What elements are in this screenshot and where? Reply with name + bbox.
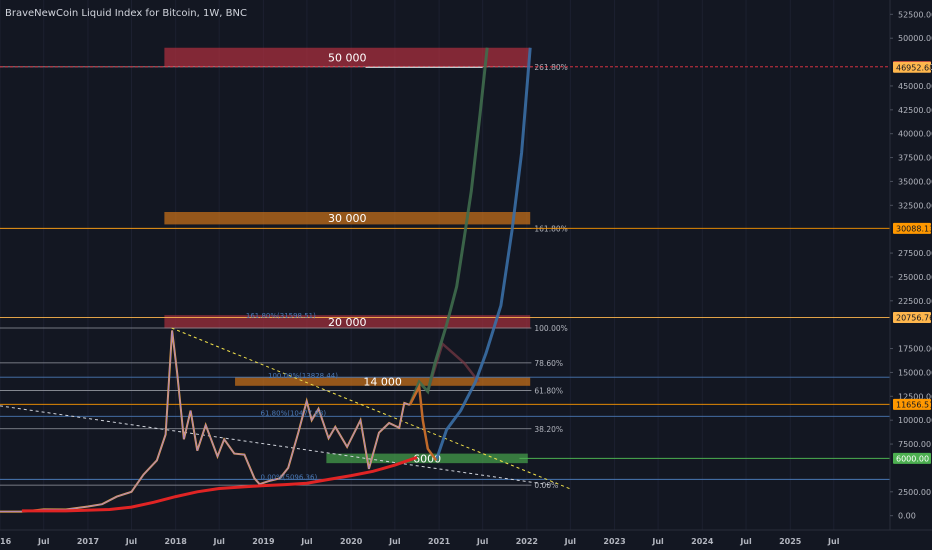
price-wick-line — [0, 330, 410, 512]
y-tick-label: 37500.00 — [898, 154, 932, 163]
y-tick-label: 7500.00 — [898, 440, 931, 449]
zone-label: 30 000 — [328, 212, 367, 225]
x-tick-label: 2024 — [691, 537, 714, 546]
y-tick-label: 25000.00 — [898, 273, 932, 282]
x-tick-label: Jul — [212, 537, 225, 546]
y-tick-label: 40000.00 — [898, 130, 932, 139]
y-tick-label: 15000.00 — [898, 368, 932, 377]
y-tick-label: 35000.00 — [898, 177, 932, 186]
projection-blue — [434, 47, 532, 461]
fib-label: 0.00% — [534, 481, 558, 490]
x-tick-label: Jul — [476, 537, 489, 546]
zone-label: 14 000 — [363, 376, 402, 389]
x-axis: 2016 Jul 2017 Jul 2018 Jul 2019 Jul 2020 Jul 2021 J… — [0, 529, 932, 546]
price-tag — [893, 61, 931, 73]
zone-rect — [164, 47, 531, 67]
y-tick-label: 50000.00 — [898, 34, 932, 43]
price-tag-label: 20756.76 — [896, 313, 932, 322]
y-axis: 52500.00 50000.00 45000.00 42500.00 40000.00… — [889, 0, 932, 530]
fib-label: 100.00% — [534, 324, 567, 333]
x-tick-label: Jul — [564, 537, 577, 546]
zone-rect — [326, 453, 528, 464]
price-series — [0, 47, 532, 513]
price-tag — [893, 222, 931, 234]
fib-label: 38.20% — [534, 425, 563, 434]
price-tag-label: 11656.51 — [896, 400, 932, 409]
projection-green — [408, 47, 489, 406]
x-tick-label: 2016 — [0, 537, 12, 546]
y-tick-label: 17500.00 — [898, 345, 932, 354]
price-tag-label: 30088.13 — [896, 224, 932, 233]
overlay-labels: 161.80%(31598.51) 100.00%(13828.44) 61.80%… — [246, 312, 338, 481]
trendlines — [0, 327, 571, 490]
fib-label: 261.80% — [534, 63, 567, 72]
y-tick-label: 0.00 — [898, 512, 916, 521]
y-tick-label: 52500.00 — [898, 10, 932, 19]
zone-rect — [164, 212, 531, 225]
x-tick-label: 2019 — [252, 537, 275, 546]
x-tick-label: 2021 — [428, 537, 451, 546]
y-tick-label: 45000.00 — [898, 82, 932, 91]
y-tick-label: 27500.00 — [898, 249, 932, 258]
x-tick-label: Jul — [300, 537, 313, 546]
x-tick-label: 2017 — [77, 537, 99, 546]
annotation-label: 0.00%(5096.36) — [261, 473, 318, 481]
zone-rect — [235, 377, 531, 386]
zone-rect — [164, 315, 531, 329]
x-tick-label: Jul — [739, 537, 752, 546]
chart-title: BraveNewCoin Liquid Index for Bitcoin, 1… — [5, 8, 247, 19]
y-tick-label: 10000.00 — [898, 416, 932, 425]
x-tick-label: Jul — [125, 537, 138, 546]
y-tick-label: 22500.00 — [898, 297, 932, 306]
price-tag-label: 46952.68 — [896, 63, 932, 72]
x-tick-label: 2020 — [340, 537, 363, 546]
fib-label: 161.80% — [534, 224, 567, 233]
price-tag — [893, 311, 931, 323]
price-tag — [893, 452, 931, 464]
fib-label: 61.80% — [534, 387, 563, 396]
zone-label: 50 000 — [328, 51, 367, 64]
x-tick-label: 2022 — [516, 537, 538, 546]
moving-average-line — [21, 455, 418, 513]
annotation-label: 161.80%(31598.51) — [246, 312, 316, 320]
fib-label: 78.60% — [534, 359, 563, 368]
horizontal-lines — [0, 66, 890, 480]
x-tick-label: Jul — [827, 537, 840, 546]
y-tick-label: 32500.00 — [898, 201, 932, 210]
price-tag-label: 6000.00 — [896, 454, 929, 463]
annotation-label: 100.00%(13828.44) — [268, 372, 338, 380]
x-tick-label: 2025 — [779, 537, 802, 546]
annotation-label: 61.80%(10477.88) — [261, 409, 327, 417]
x-tick-label: 2018 — [165, 537, 188, 546]
projection-red — [408, 382, 438, 462]
price-tag — [893, 398, 931, 410]
x-tick-label: Jul — [388, 537, 401, 546]
zone-label: 20 000 — [328, 316, 367, 329]
trendline — [0, 405, 552, 486]
x-tick-label: Jul — [37, 537, 50, 546]
y-tick-label: 2500.00 — [898, 488, 931, 497]
y-tick-label: 42500.00 — [898, 106, 932, 115]
y-tick-label: 12500.00 — [898, 392, 932, 401]
x-tick-label: 2023 — [603, 537, 625, 546]
x-tick-label: Jul — [651, 537, 664, 546]
